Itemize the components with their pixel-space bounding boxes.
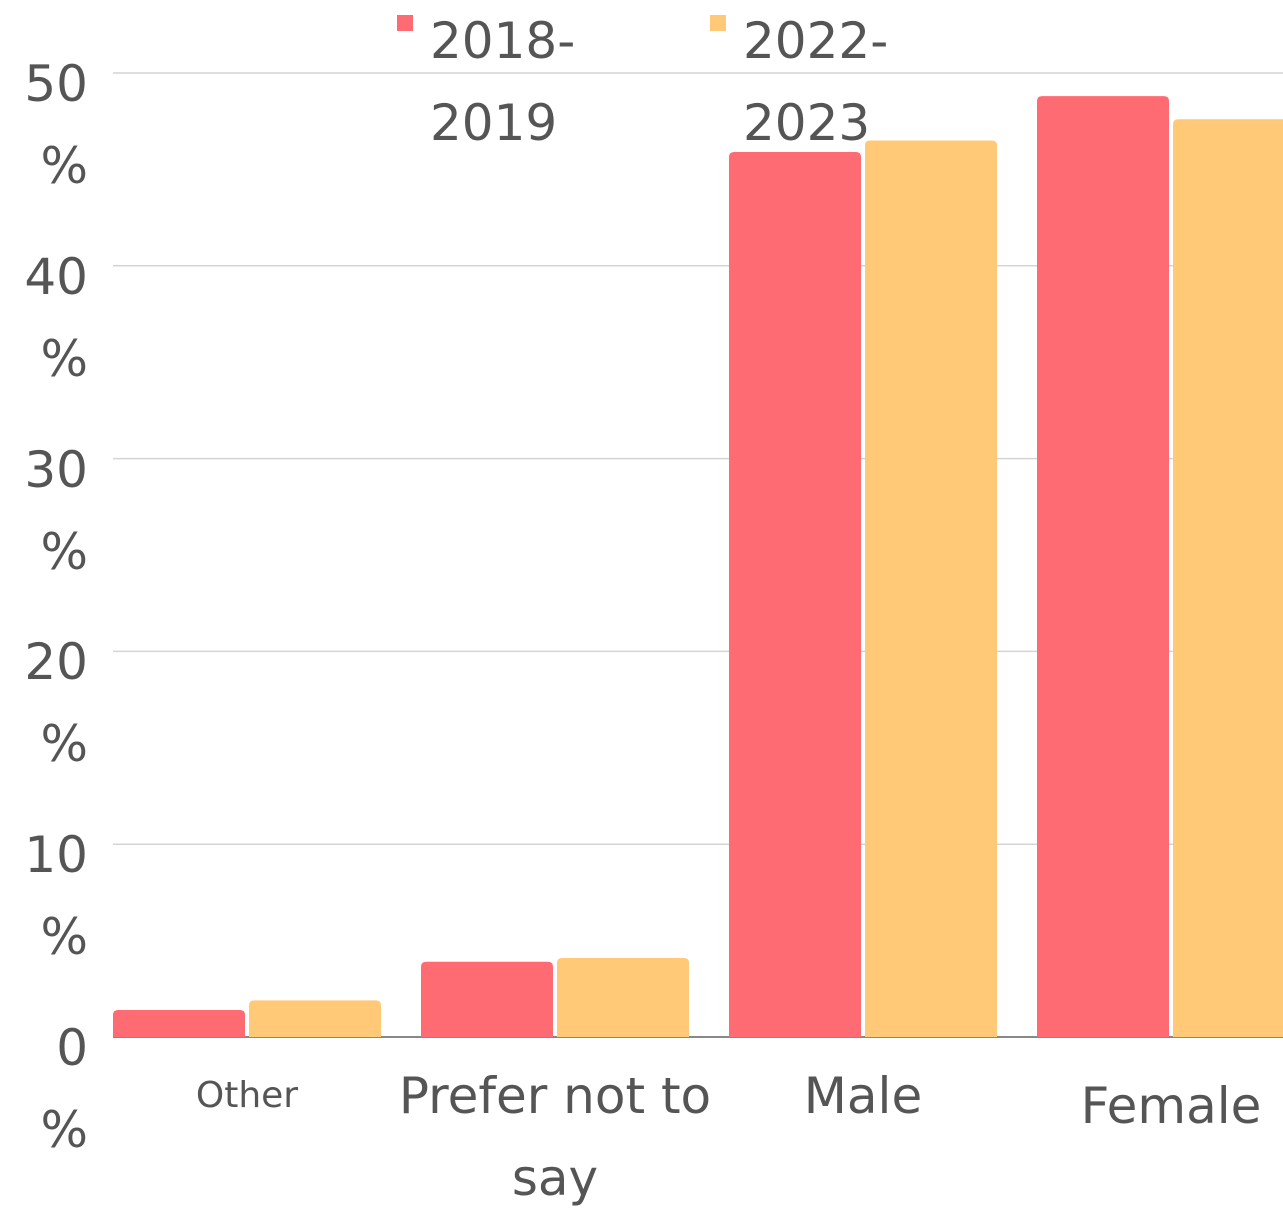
bar (865, 140, 997, 1038)
legend-label: 2018-2019 (430, 12, 576, 152)
y-tick-label: 0 % (40, 1019, 88, 1159)
bar (249, 1000, 381, 1037)
bar (557, 957, 689, 1037)
bar (421, 961, 553, 1037)
legend-label: 2022-2023 (743, 12, 889, 152)
x-tick-label: Prefer not to say (398, 1067, 712, 1207)
x-tick-label: Male (803, 1067, 923, 1125)
bar (1037, 96, 1169, 1038)
y-tick-label: 50 % (24, 55, 88, 195)
y-tick-label: 40 % (24, 247, 88, 388)
x-tick-label: Other (195, 1075, 299, 1116)
bar (113, 1010, 245, 1037)
y-tick-label: 10 % (24, 826, 88, 967)
legend-swatch (710, 15, 726, 31)
bar (1173, 119, 1283, 1037)
bar (729, 152, 861, 1038)
legend-swatch (397, 15, 413, 31)
y-tick-label: 30 % (24, 440, 88, 581)
x-tick-label: Female (1080, 1077, 1262, 1135)
y-tick-label: 20 % (24, 633, 88, 774)
